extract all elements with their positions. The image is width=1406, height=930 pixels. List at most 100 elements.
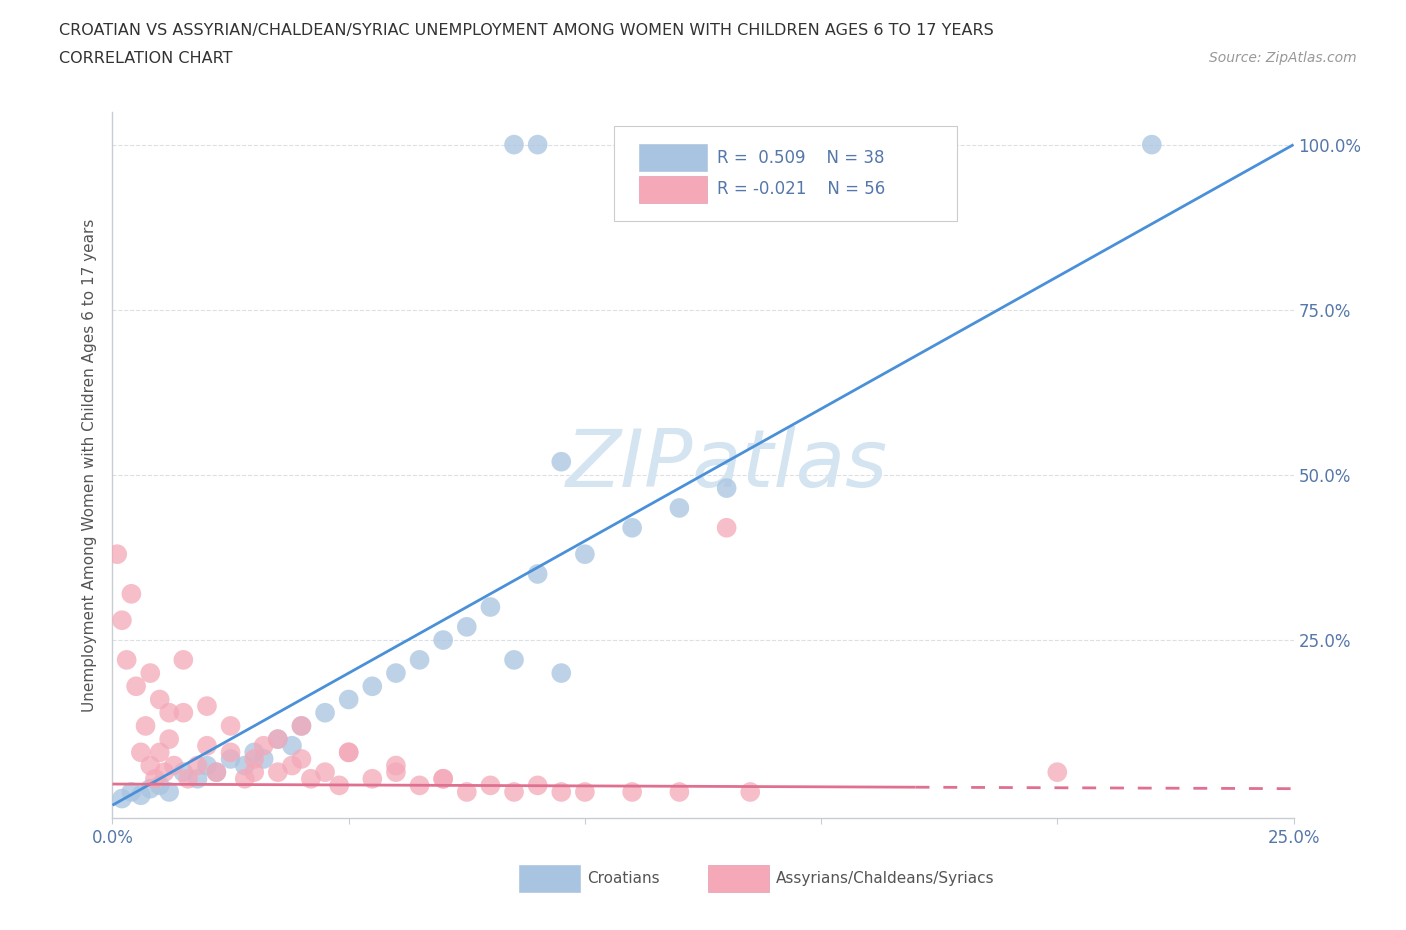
Point [290,719,312,734]
Point [172,705,194,720]
FancyBboxPatch shape [614,126,957,221]
Point [157,732,180,747]
Text: Croatians: Croatians [588,871,659,886]
Point [550,785,572,800]
Point [621,785,644,800]
Point [503,653,526,668]
Point [163,758,186,773]
Point [219,719,242,734]
Text: ZIPatlas: ZIPatlas [565,426,887,504]
Point [281,758,304,773]
Point [574,785,596,800]
Point [337,692,360,707]
Point [408,777,430,792]
Point [503,785,526,800]
Point [290,751,312,766]
Point [153,764,176,779]
Point [267,732,290,747]
Point [337,745,360,760]
Point [668,500,690,515]
Point [105,547,128,562]
Point [149,777,172,792]
Point [526,138,548,153]
Point [432,771,454,786]
Text: Assyrians/Chaldeans/Syriacs: Assyrians/Chaldeans/Syriacs [776,871,995,886]
Point [157,705,180,720]
Point [503,138,526,153]
Point [139,666,162,681]
Point [120,785,142,800]
Point [172,653,194,668]
Text: R =  0.509    N = 38: R = 0.509 N = 38 [717,149,884,166]
Point [149,692,172,707]
Point [1046,764,1069,779]
Point [139,758,162,773]
Point [253,751,276,766]
Point [135,719,157,734]
Point [290,719,312,734]
Point [456,619,478,634]
Point [233,771,256,786]
Text: R = -0.021    N = 56: R = -0.021 N = 56 [717,180,886,198]
Point [740,785,762,800]
Point [219,751,242,766]
Text: CROATIAN VS ASSYRIAN/CHALDEAN/SYRIAC UNEMPLOYMENT AMONG WOMEN WITH CHILDREN AGES: CROATIAN VS ASSYRIAN/CHALDEAN/SYRIAC UNE… [59,23,994,38]
Point [233,758,256,773]
Point [129,745,152,760]
Point [139,781,162,796]
Point [408,653,430,668]
Point [526,777,548,792]
Point [1140,138,1163,153]
Point [129,788,152,803]
Point [195,758,218,773]
Point [186,771,208,786]
Point [177,771,200,786]
Point [111,613,134,628]
Point [195,738,218,753]
Point [550,666,572,681]
Point [253,738,276,753]
FancyBboxPatch shape [640,144,707,171]
Point [219,745,242,760]
Y-axis label: Unemployment Among Women with Children Ages 6 to 17 years: Unemployment Among Women with Children A… [82,219,97,711]
Point [361,771,384,786]
Point [337,745,360,760]
Point [361,679,384,694]
Point [243,751,266,766]
Point [526,566,548,581]
Point [115,653,138,668]
Point [125,679,148,694]
Point [186,758,208,773]
Point [243,745,266,760]
Point [157,785,180,800]
Text: CORRELATION CHART: CORRELATION CHART [59,51,232,66]
FancyBboxPatch shape [707,865,769,892]
Point [479,600,502,615]
Point [149,745,172,760]
FancyBboxPatch shape [519,865,581,892]
Point [281,738,304,753]
Text: Source: ZipAtlas.com: Source: ZipAtlas.com [1209,51,1357,65]
Point [479,777,502,792]
Point [385,764,408,779]
FancyBboxPatch shape [640,176,707,203]
Point [299,771,322,786]
Point [314,764,336,779]
Point [172,764,194,779]
Point [621,520,644,535]
Point [385,666,408,681]
Point [267,764,290,779]
Point [574,547,596,562]
Point [205,764,228,779]
Point [243,764,266,779]
Point [550,454,572,469]
Point [385,758,408,773]
Point [432,771,454,786]
Point [111,791,134,806]
Point [195,698,218,713]
Point [120,587,142,602]
Point [716,520,738,535]
Point [328,777,350,792]
Point [716,481,738,496]
Point [143,771,166,786]
